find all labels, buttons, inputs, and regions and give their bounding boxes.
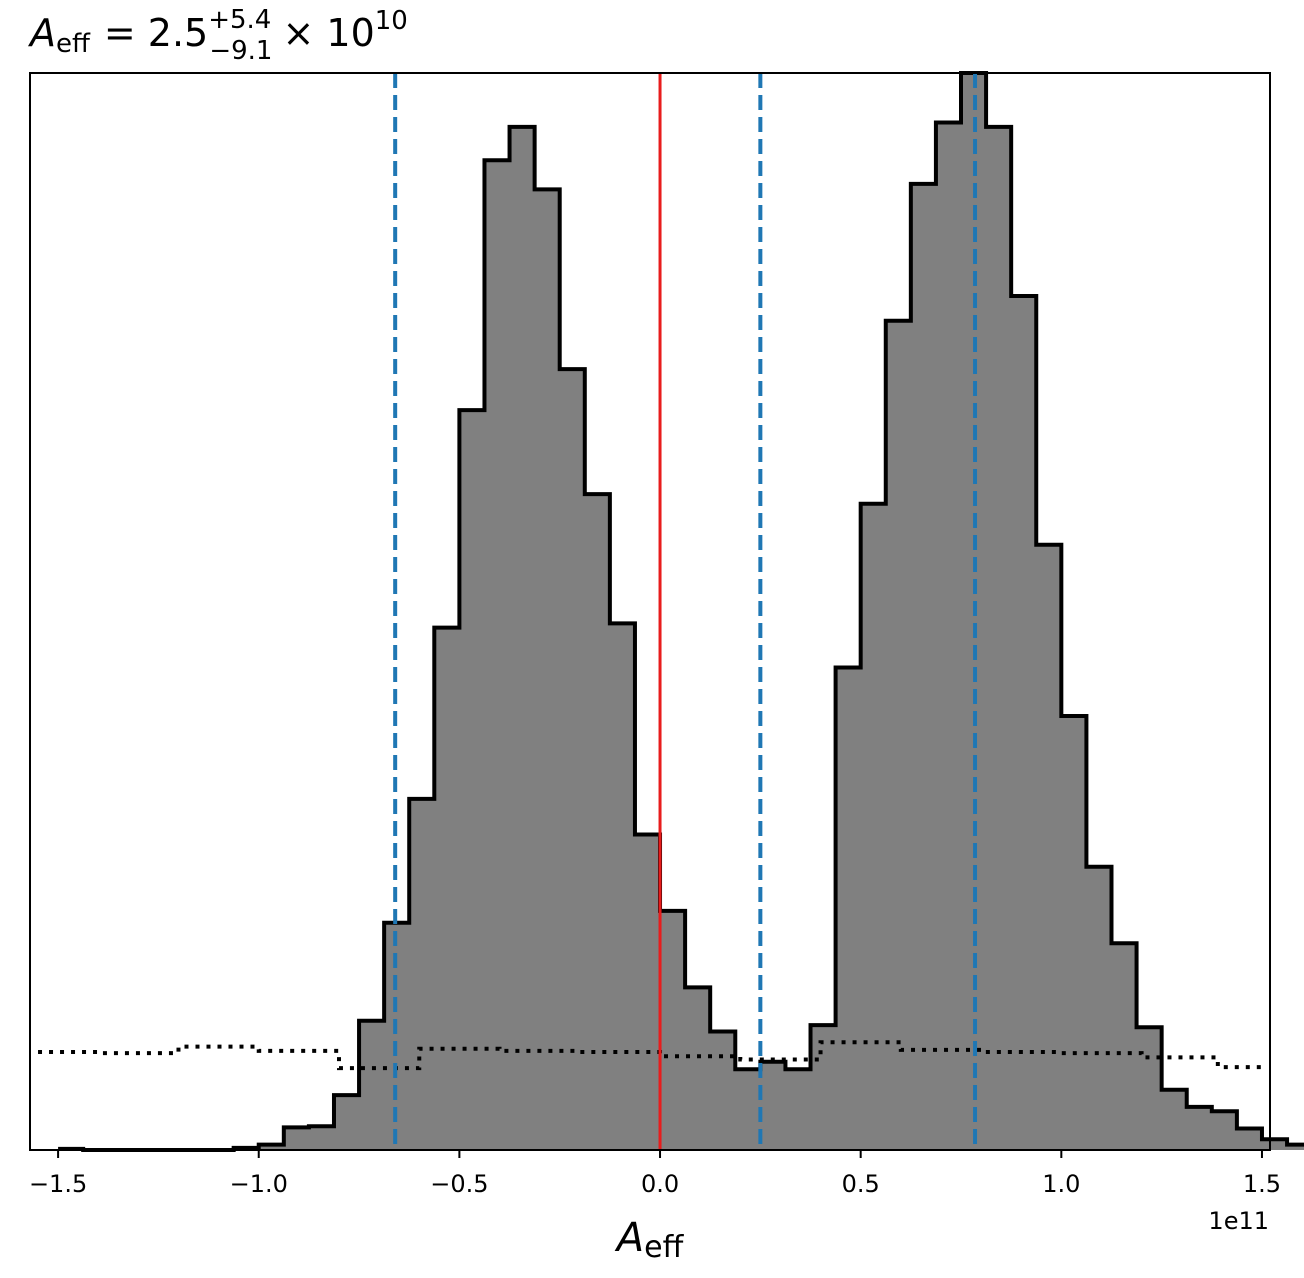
histogram-bar — [534, 189, 561, 1151]
x-axis-label-sub: eff — [644, 1230, 684, 1265]
histogram-bar — [986, 126, 1012, 1151]
x-offset-label: 1e11 — [1208, 1207, 1269, 1235]
histogram-bar — [735, 1069, 761, 1150]
histogram-bar — [308, 1126, 335, 1150]
histogram-bar — [634, 834, 661, 1150]
histogram-bar — [359, 1020, 385, 1150]
histogram-bar — [509, 126, 536, 1151]
title-scale: × 10 — [282, 11, 374, 55]
x-tick-label: −1.5 — [29, 1170, 87, 1198]
histogram-bar — [785, 1069, 812, 1150]
histogram-bar — [885, 320, 912, 1151]
histogram-outline — [58, 71, 1304, 1152]
title-exponent: 10 — [375, 6, 408, 36]
x-tick-label: −0.5 — [430, 1170, 488, 1198]
x-axis-label-symbol: A — [614, 1215, 644, 1261]
histogram-bar — [459, 410, 486, 1150]
chart-title: Aeff = 2.5+5.4 −9.1 × 1010 — [27, 5, 408, 66]
histogram-bar — [258, 1144, 285, 1150]
histogram-bar — [409, 798, 435, 1150]
x-tick-label: 1.5 — [1243, 1170, 1281, 1198]
histogram-bar — [910, 183, 937, 1150]
x-axis-label: Aeff — [614, 1215, 685, 1265]
x-axis: −1.5 −1.0 −0.5 0.0 0.5 1.0 1.5 — [29, 1150, 1281, 1198]
histogram-bar — [559, 369, 586, 1150]
histogram-bar — [584, 494, 611, 1150]
histogram-bar — [1111, 943, 1138, 1150]
histogram-bar — [1036, 544, 1062, 1150]
histogram-bar — [935, 122, 962, 1151]
histogram-bar — [1261, 1139, 1288, 1150]
histogram-bar — [860, 503, 887, 1150]
x-tick-label: 1.0 — [1042, 1170, 1080, 1198]
histogram-bar — [1061, 715, 1088, 1150]
histogram-bar — [1211, 1111, 1238, 1150]
title-median: 2.5 — [148, 11, 208, 55]
histogram-bar — [434, 627, 460, 1150]
histogram-bar — [660, 910, 686, 1150]
histogram-bar — [1086, 866, 1113, 1150]
title-symbol-sub: eff — [56, 29, 91, 59]
histogram-bar — [810, 1025, 837, 1150]
histogram-bar — [484, 160, 511, 1150]
histogram-bar — [685, 987, 711, 1150]
histogram-bar — [609, 623, 636, 1150]
title-lower-error: −9.1 — [209, 36, 272, 66]
histogram-bar — [283, 1127, 310, 1150]
histogram-bar — [1136, 1027, 1163, 1150]
histogram-bar — [1287, 1144, 1304, 1150]
histogram-bar — [1236, 1128, 1263, 1150]
histogram-bar — [1011, 295, 1037, 1151]
histogram-bar — [1161, 1089, 1188, 1150]
plot-area — [38, 71, 1304, 1152]
histogram-bar — [835, 667, 862, 1150]
x-tick-label: 0.5 — [842, 1170, 880, 1198]
histogram-bar — [1186, 1106, 1213, 1150]
x-tick-label: −1.0 — [230, 1170, 288, 1198]
title-upper-error: +5.4 — [208, 5, 271, 35]
title-symbol: A — [27, 11, 56, 55]
histogram-bar — [710, 1031, 736, 1150]
histogram-bar — [333, 1095, 360, 1150]
axes-frame — [29, 72, 1271, 1151]
x-tick-label: 0.0 — [641, 1170, 679, 1198]
histogram-bar — [760, 1061, 787, 1150]
